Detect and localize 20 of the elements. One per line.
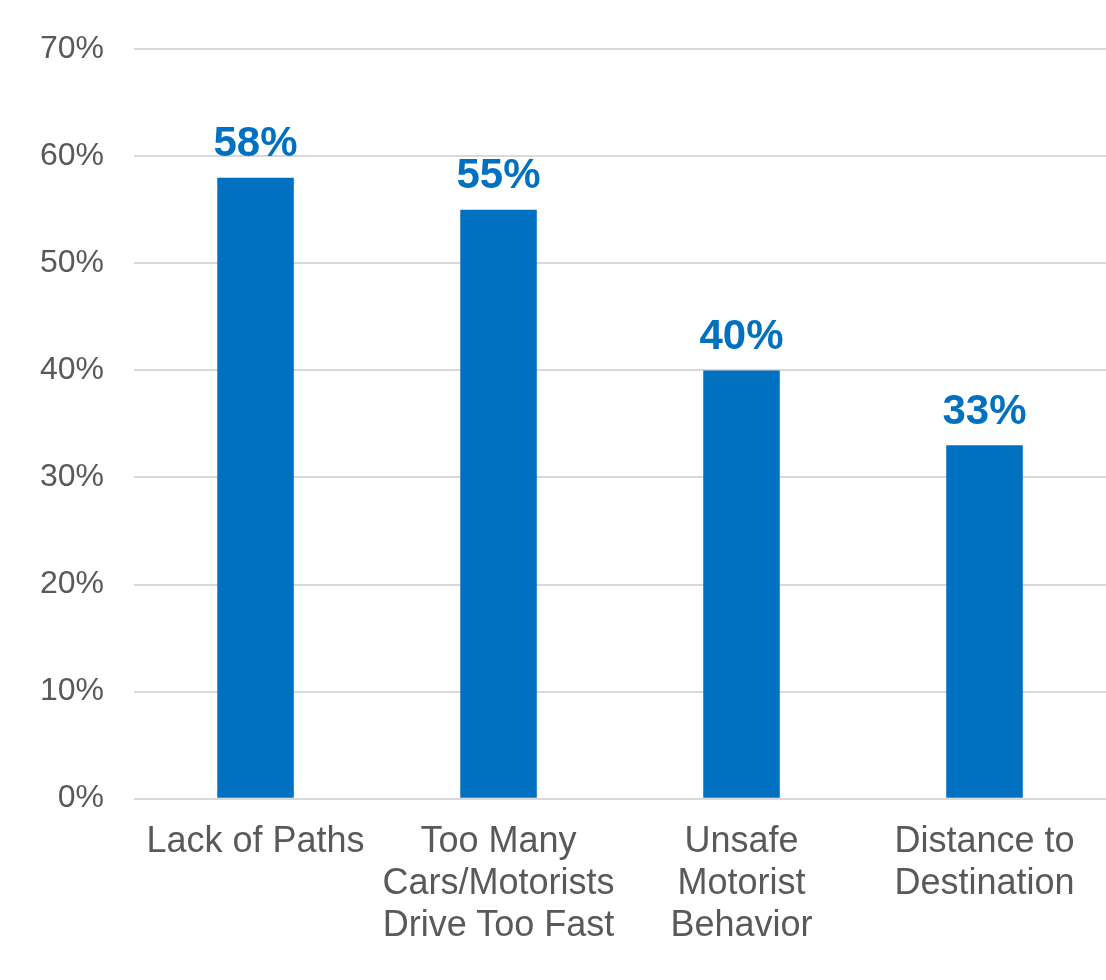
data-label: 55%: [456, 150, 541, 198]
data-label: 33%: [942, 385, 1027, 433]
x-tick-label: Distance to Destination: [894, 818, 1075, 902]
bar: [946, 445, 1023, 798]
y-tick-label: 40%: [40, 350, 105, 387]
y-tick-label: 60%: [40, 136, 105, 173]
data-label: 58%: [213, 118, 298, 166]
bar: [217, 177, 294, 798]
x-tick-label: Lack of Paths: [146, 818, 365, 860]
bar: [460, 209, 537, 798]
x-tick-label: Unsafe Motorist Behavior: [670, 818, 813, 944]
y-tick-label: 0%: [57, 778, 105, 815]
y-tick-label: 20%: [40, 564, 105, 601]
y-tick-label: 70%: [40, 29, 105, 66]
y-tick-label: 30%: [40, 457, 105, 494]
bar: [703, 370, 780, 798]
y-tick-label: 50%: [40, 243, 105, 280]
x-tick-label: Too Many Cars/Motorists Drive Too Fast: [382, 818, 615, 944]
y-tick-label: 10%: [40, 671, 105, 708]
data-label: 40%: [699, 310, 784, 358]
